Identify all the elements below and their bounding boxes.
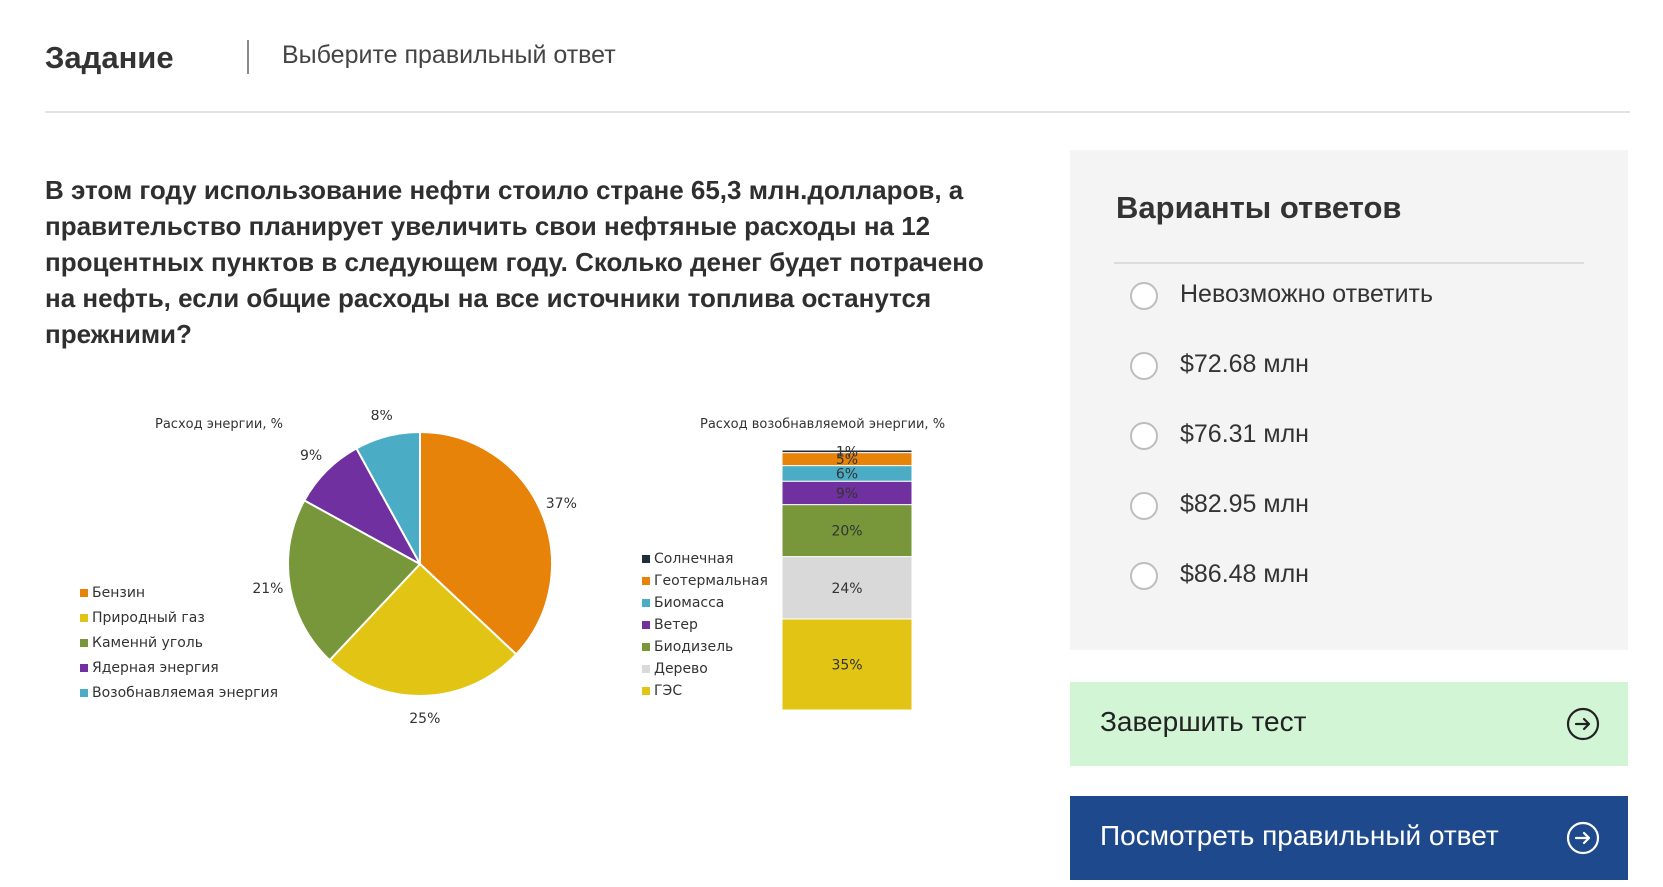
question-text: В этом году использование нефти стоило с… bbox=[45, 175, 984, 349]
bar-segment-label: 6% bbox=[836, 466, 858, 482]
page-subtitle: Выберите правильный ответ bbox=[282, 41, 616, 69]
header-divider bbox=[247, 40, 249, 74]
answer-option-label: $86.48 млн bbox=[1180, 560, 1309, 588]
pie-slice bbox=[287, 499, 422, 662]
legend-swatch bbox=[642, 599, 650, 607]
pie-slice-label: 37% bbox=[546, 496, 577, 512]
pie-slice bbox=[328, 562, 518, 697]
bar-segment-label: 1% bbox=[836, 444, 858, 460]
show-answer-button[interactable]: Посмотреть правильный ответ bbox=[1070, 796, 1628, 880]
legend-swatch bbox=[642, 555, 650, 563]
legend-entry: ГЭС bbox=[654, 683, 682, 699]
answer-option-label: $82.95 млн bbox=[1180, 490, 1309, 518]
legend-swatch bbox=[80, 614, 88, 622]
answers-divider bbox=[1114, 262, 1584, 264]
legend-swatch bbox=[642, 577, 650, 585]
radio-button[interactable] bbox=[1130, 562, 1158, 590]
answer-option-0[interactable]: Невозможно ответить bbox=[1130, 278, 1590, 318]
legend-entry: Геотермальная bbox=[654, 573, 768, 589]
answer-option-2[interactable]: $76.31 млн bbox=[1130, 418, 1590, 458]
answer-option-1[interactable]: $72.68 млн bbox=[1130, 348, 1590, 388]
bar-segment bbox=[781, 449, 913, 454]
legend-swatch bbox=[80, 689, 88, 697]
finish-test-label: Завершить тест bbox=[1100, 706, 1307, 737]
radio-button[interactable] bbox=[1130, 352, 1158, 380]
legend-swatch bbox=[642, 643, 650, 651]
pie-chart-title: Расход энергии, % bbox=[155, 417, 283, 432]
answer-option-3[interactable]: $82.95 млн bbox=[1130, 488, 1590, 528]
legend-swatch bbox=[80, 664, 88, 672]
bar-segment-label: 24% bbox=[831, 581, 862, 597]
page-header: Задание Выберите правильный ответ bbox=[45, 32, 1630, 112]
bar-segment bbox=[781, 618, 913, 711]
answers-title: Варианты ответов bbox=[1116, 190, 1402, 225]
pie-slice-label: 21% bbox=[252, 581, 283, 597]
bar-chart-title: Расход возобнавляемой энергии, % bbox=[700, 417, 945, 432]
legend-entry: Каменнй уголь bbox=[92, 635, 203, 651]
page-title: Задание bbox=[45, 40, 174, 75]
legend-swatch bbox=[80, 589, 88, 597]
legend-entry: Бензин bbox=[92, 585, 145, 601]
charts-svg: Расход энергии, % 37% 25% 21% 9% 8% Бензин Прир… bbox=[80, 410, 945, 727]
radio-button[interactable] bbox=[1130, 282, 1158, 310]
bar-segment-label: 9% bbox=[836, 486, 858, 502]
answer-option-label: $76.31 млн bbox=[1180, 420, 1309, 448]
legend-entry: Ветер bbox=[654, 617, 698, 633]
bar-segment bbox=[781, 504, 913, 558]
answer-option-4[interactable]: $86.48 млн bbox=[1130, 558, 1590, 598]
answer-option-label: $72.68 млн bbox=[1180, 350, 1309, 378]
pie-slice-label: 9% bbox=[300, 448, 322, 464]
arrow-right-circle-icon bbox=[1566, 707, 1600, 741]
bar-segment-label: 35% bbox=[831, 658, 862, 674]
arrow-right-circle-icon bbox=[1566, 821, 1600, 855]
legend-entry: Биодизель bbox=[654, 639, 733, 655]
legend-entry: Возобнавляемая энергия bbox=[92, 685, 278, 701]
radio-button[interactable] bbox=[1130, 422, 1158, 450]
legend-swatch bbox=[642, 687, 650, 695]
legend-entry: Природный газ bbox=[92, 610, 205, 626]
header-underline bbox=[45, 111, 1630, 113]
pie-slice bbox=[355, 430, 421, 565]
pie-slice-label: 25% bbox=[409, 711, 440, 727]
bar-segment-label: 5% bbox=[836, 452, 858, 468]
answer-option-label: Невозможно ответить bbox=[1180, 280, 1434, 308]
legend-swatch bbox=[80, 639, 88, 647]
pie-slice bbox=[419, 430, 553, 656]
legend-entry: Ядерная энергия bbox=[92, 660, 219, 676]
legend-swatch bbox=[642, 621, 650, 629]
answers-panel: Варианты ответов Невозможно ответить $72… bbox=[1070, 150, 1628, 650]
legend-entry: Дерево bbox=[654, 661, 708, 677]
legend-swatch bbox=[642, 665, 650, 673]
legend-entry: Биомасса bbox=[654, 595, 724, 611]
show-answer-label: Посмотреть правильный ответ bbox=[1100, 820, 1499, 851]
radio-button[interactable] bbox=[1130, 492, 1158, 520]
finish-test-button[interactable]: Завершить тест bbox=[1070, 682, 1628, 766]
bar-segment-label: 20% bbox=[831, 524, 862, 540]
bar-segment bbox=[781, 556, 913, 620]
pie-slice-label: 8% bbox=[371, 410, 393, 424]
question-figure: Расход энергии, % 37% 25% 21% 9% 8% Бензин Прир… bbox=[60, 410, 1020, 770]
legend-entry: Солнечная bbox=[654, 551, 733, 567]
